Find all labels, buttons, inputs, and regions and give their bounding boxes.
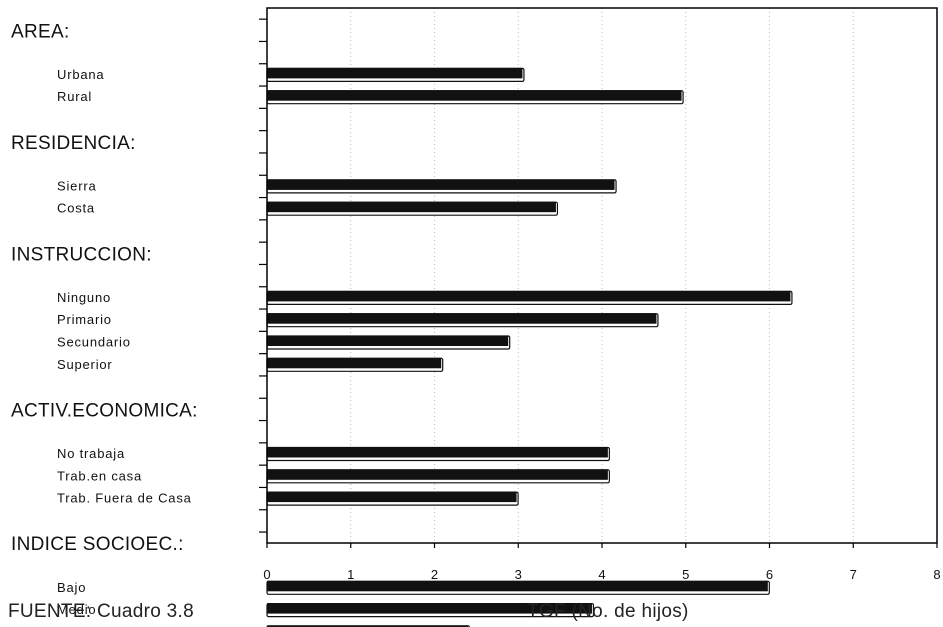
- x-axis-title: TGF (No. de hijos): [527, 601, 689, 622]
- x-tick-label: 0: [263, 567, 270, 582]
- group-label: INDICE SOCIOEC.:: [11, 534, 184, 555]
- bar: [266, 335, 511, 350]
- bar: [266, 290, 793, 305]
- bar: [266, 313, 659, 328]
- category-label: Trab. Fuera de Casa: [57, 491, 192, 506]
- bar-fill: [267, 179, 615, 190]
- bar: [266, 67, 525, 83]
- x-tick-label: 6: [766, 567, 773, 582]
- x-tick-label: 3: [515, 567, 522, 582]
- category-label: Bajo: [57, 580, 86, 595]
- category-label: Secundario: [57, 335, 131, 350]
- category-label: Medio: [57, 602, 96, 617]
- bar: [266, 357, 444, 372]
- bar-fill: [267, 491, 517, 503]
- bar: [266, 201, 559, 216]
- bar-fill: [267, 201, 556, 213]
- category-label: No trabaja: [57, 446, 125, 461]
- category-label: Alto: [57, 624, 83, 627]
- bar: [266, 446, 610, 462]
- bar-fill: [267, 603, 592, 614]
- bar-fill: [267, 447, 608, 458]
- x-tick-label: 1: [347, 567, 354, 582]
- bar: [266, 602, 595, 618]
- group-label: ACTIV.ECONOMICA:: [11, 400, 198, 421]
- bar-fill: [267, 90, 682, 101]
- axis-ticks: [259, 18, 938, 548]
- bar-fill: [267, 67, 523, 79]
- group-label: RESIDENCIA:: [11, 133, 136, 154]
- x-tick-label: 7: [850, 567, 857, 582]
- grid-lines: [350, 8, 854, 543]
- category-label: Rural: [57, 89, 92, 104]
- source-note: FUENTE: Cuadro 3.8: [8, 601, 194, 622]
- category-label: Primario: [57, 312, 112, 327]
- bar-fill: [267, 357, 442, 369]
- x-tick-label: 2: [431, 567, 438, 582]
- bar: [266, 491, 519, 506]
- group-label: INSTRUCCION:: [11, 244, 152, 265]
- bar-fill: [267, 335, 509, 346]
- group-label: AREA:: [11, 21, 70, 42]
- x-tick-label: 4: [598, 567, 605, 582]
- category-label: Superior: [57, 357, 113, 372]
- bar: [266, 580, 770, 595]
- category-label: Urbana: [57, 67, 104, 82]
- category-label: Sierra: [57, 178, 96, 193]
- x-axis-tick-labels: 0 1 2 3 4 5 6 7 8: [263, 567, 940, 582]
- x-tick-label: 5: [682, 567, 689, 582]
- bar: [266, 469, 610, 484]
- bar-fill: [267, 290, 791, 302]
- category-label: Ninguno: [57, 290, 111, 305]
- bar: [266, 179, 617, 194]
- category-label: Costa: [57, 201, 95, 216]
- bar-fill: [267, 313, 657, 324]
- category-labels: AREA: Urbana Rural RESIDENCIA: Sierra Costa IN…: [11, 21, 198, 627]
- category-label: Trab.en casa: [57, 468, 142, 483]
- bars: [266, 67, 793, 627]
- bar: [266, 90, 684, 105]
- bar-fill: [267, 625, 468, 627]
- bar-fill: [267, 580, 768, 592]
- bar-fill: [267, 469, 608, 480]
- x-tick-label: 8: [933, 567, 940, 582]
